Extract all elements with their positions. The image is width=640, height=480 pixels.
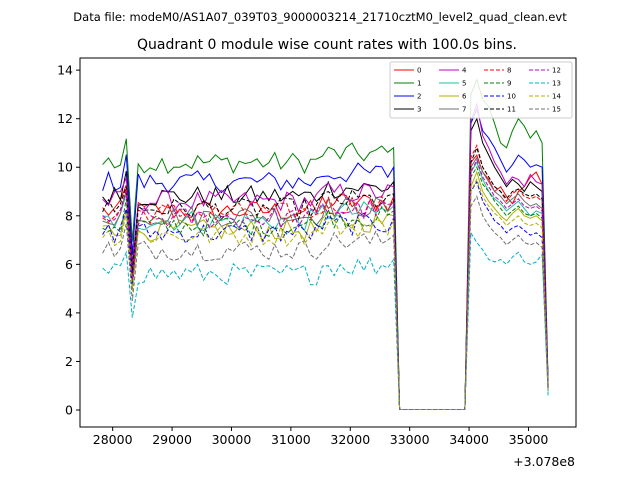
legend-label-9: 9 xyxy=(507,80,511,88)
legend-label-3: 3 xyxy=(417,106,421,114)
series-line-5 xyxy=(102,161,549,410)
x-tick-label-34000: 34000 xyxy=(449,432,489,447)
series-line-8 xyxy=(102,143,549,410)
legend-label-7: 7 xyxy=(462,106,466,114)
series-line-3 xyxy=(102,117,549,410)
legend-label-10: 10 xyxy=(507,93,516,101)
series-line-4 xyxy=(102,102,549,410)
series-line-14 xyxy=(102,178,549,410)
legend-label-5: 5 xyxy=(462,80,466,88)
data-file-suptitle: Data file: modeM0/AS1A07_039T03_90000032… xyxy=(73,10,567,24)
y-tick-label-10: 10 xyxy=(57,160,73,175)
legend-label-12: 12 xyxy=(552,67,561,75)
x-tick-label-28000: 28000 xyxy=(93,432,133,447)
x-tick-label-33000: 33000 xyxy=(390,432,430,447)
x-tick-label-30000: 30000 xyxy=(212,432,252,447)
legend-label-6: 6 xyxy=(462,93,467,101)
legend-label-14: 14 xyxy=(552,93,561,101)
y-tick-label-14: 14 xyxy=(57,63,73,78)
series-line-7 xyxy=(102,156,549,410)
chart-title: Quadrant 0 module wise count rates with … xyxy=(137,37,517,53)
x-tick-label-31000: 31000 xyxy=(271,432,311,447)
legend-label-2: 2 xyxy=(417,93,421,101)
x-tick-label-29000: 29000 xyxy=(152,432,192,447)
legend-label-1: 1 xyxy=(417,80,421,88)
series-line-9 xyxy=(102,166,549,410)
y-tick-label-2: 2 xyxy=(65,354,73,369)
y-tick-label-6: 6 xyxy=(65,257,73,272)
y-tick-label-4: 4 xyxy=(65,305,73,320)
legend-label-11: 11 xyxy=(507,106,516,114)
legend-label-13: 13 xyxy=(552,80,561,88)
x-axis-offset-label: +3.078e8 xyxy=(513,454,575,469)
series-line-10 xyxy=(102,180,549,410)
y-tick-label-0: 0 xyxy=(65,403,73,418)
legend-label-15: 15 xyxy=(552,106,561,114)
series-line-13 xyxy=(102,231,549,410)
y-tick-label-8: 8 xyxy=(65,208,73,223)
legend-box xyxy=(389,61,573,119)
y-tick-label-12: 12 xyxy=(57,111,73,126)
series-line-2 xyxy=(102,107,549,410)
x-tick-label-32000: 32000 xyxy=(330,432,370,447)
series-line-11 xyxy=(102,146,549,410)
series-line-12 xyxy=(102,158,549,410)
series-lines xyxy=(102,78,549,410)
series-line-15 xyxy=(102,195,549,410)
legend-label-0: 0 xyxy=(417,67,421,75)
series-line-6 xyxy=(102,170,549,410)
legend-label-8: 8 xyxy=(507,67,511,75)
axes-frame xyxy=(79,57,577,428)
x-tick-label-35000: 35000 xyxy=(509,432,549,447)
legend-label-4: 4 xyxy=(462,67,467,75)
series-line-0 xyxy=(102,154,549,410)
plot-area: 28000 29000 30000 31000 32000 33000 34000 35000… xyxy=(57,57,577,447)
